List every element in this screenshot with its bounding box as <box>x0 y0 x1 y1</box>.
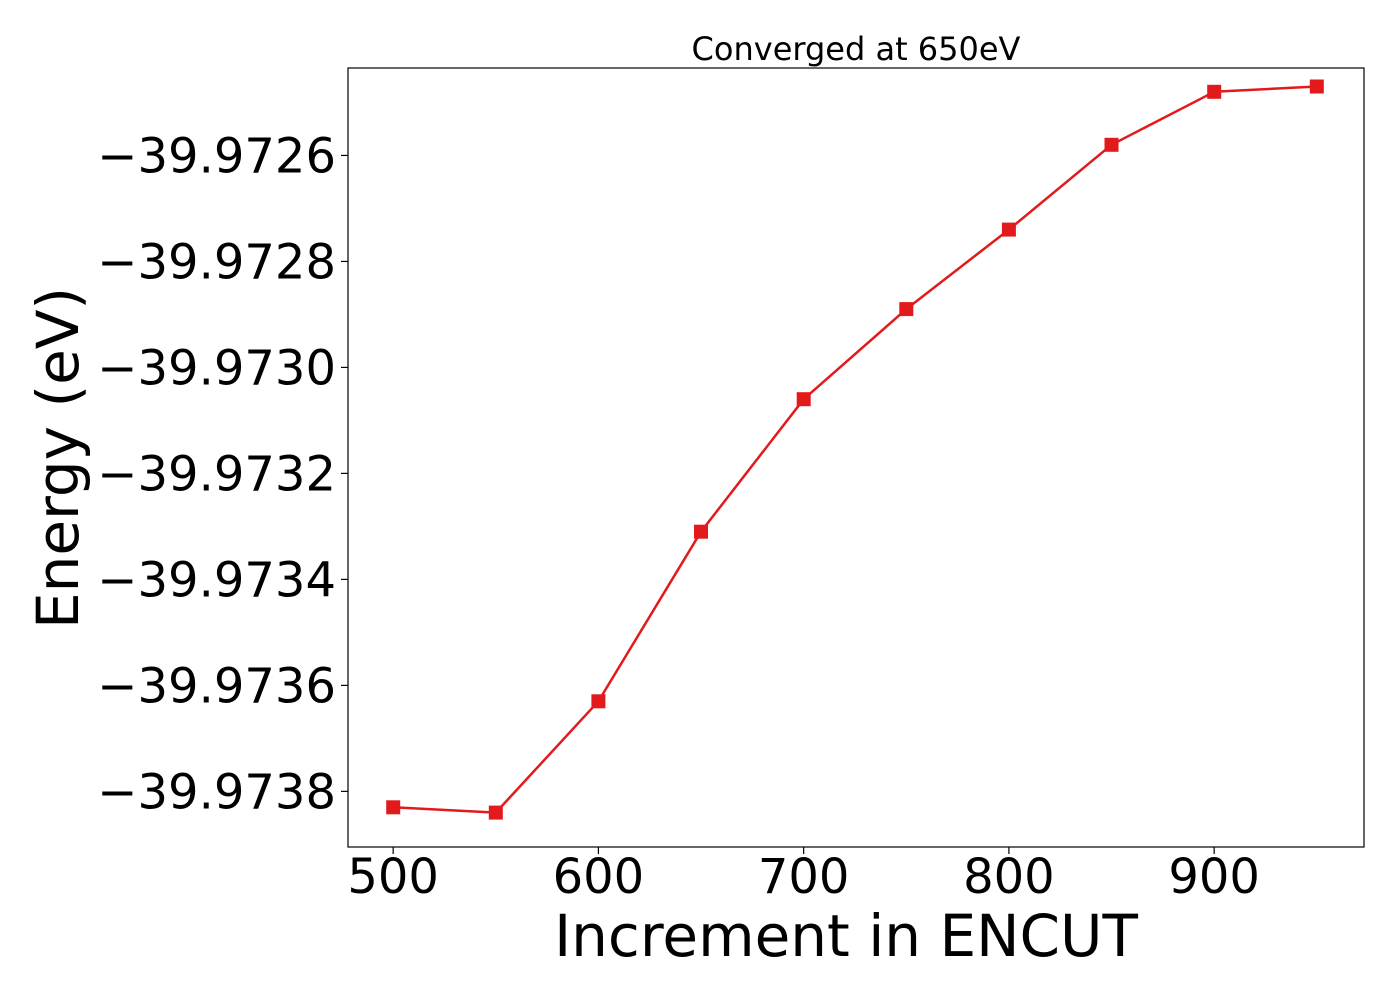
x-tick-label: 600 <box>553 849 645 905</box>
y-tick-label: −39.9728 <box>97 234 336 290</box>
data-point-marker <box>591 694 606 709</box>
y-tick-label: −39.9738 <box>97 764 336 820</box>
x-tick-label: 900 <box>1168 849 1260 905</box>
data-point-marker <box>386 800 401 815</box>
x-tick-label: 700 <box>758 849 850 905</box>
y-tick-label: −39.9732 <box>97 446 336 502</box>
x-axis-label: Increment in ENCUT <box>554 902 1138 970</box>
axis-ticks: 500 600 700 800 900 −39.9726 −39.9728 −39.9730 −… <box>97 128 1260 905</box>
data-point-marker <box>1001 222 1016 237</box>
chart-title: Converged at 650eV <box>692 30 1021 68</box>
data-point-marker <box>1104 137 1119 152</box>
y-tick-label: −39.9736 <box>97 658 336 714</box>
data-point-marker <box>1207 84 1222 99</box>
data-point-marker <box>796 392 811 407</box>
data-point-marker <box>1309 79 1324 94</box>
y-axis-label: Energy (eV) <box>24 287 92 629</box>
y-tick-label: −39.9726 <box>97 128 336 184</box>
y-tick-label: −39.9734 <box>97 552 336 608</box>
x-tick-label: 800 <box>963 849 1055 905</box>
plot-area-frame <box>347 67 1365 848</box>
series-line <box>393 85 1317 814</box>
data-point-marker <box>899 302 914 317</box>
x-tick-label: 500 <box>347 849 439 905</box>
data-point-marker <box>694 524 708 539</box>
y-tick-label: −39.9730 <box>97 340 336 396</box>
data-point-marker <box>488 805 503 820</box>
series-layer <box>386 79 1324 820</box>
